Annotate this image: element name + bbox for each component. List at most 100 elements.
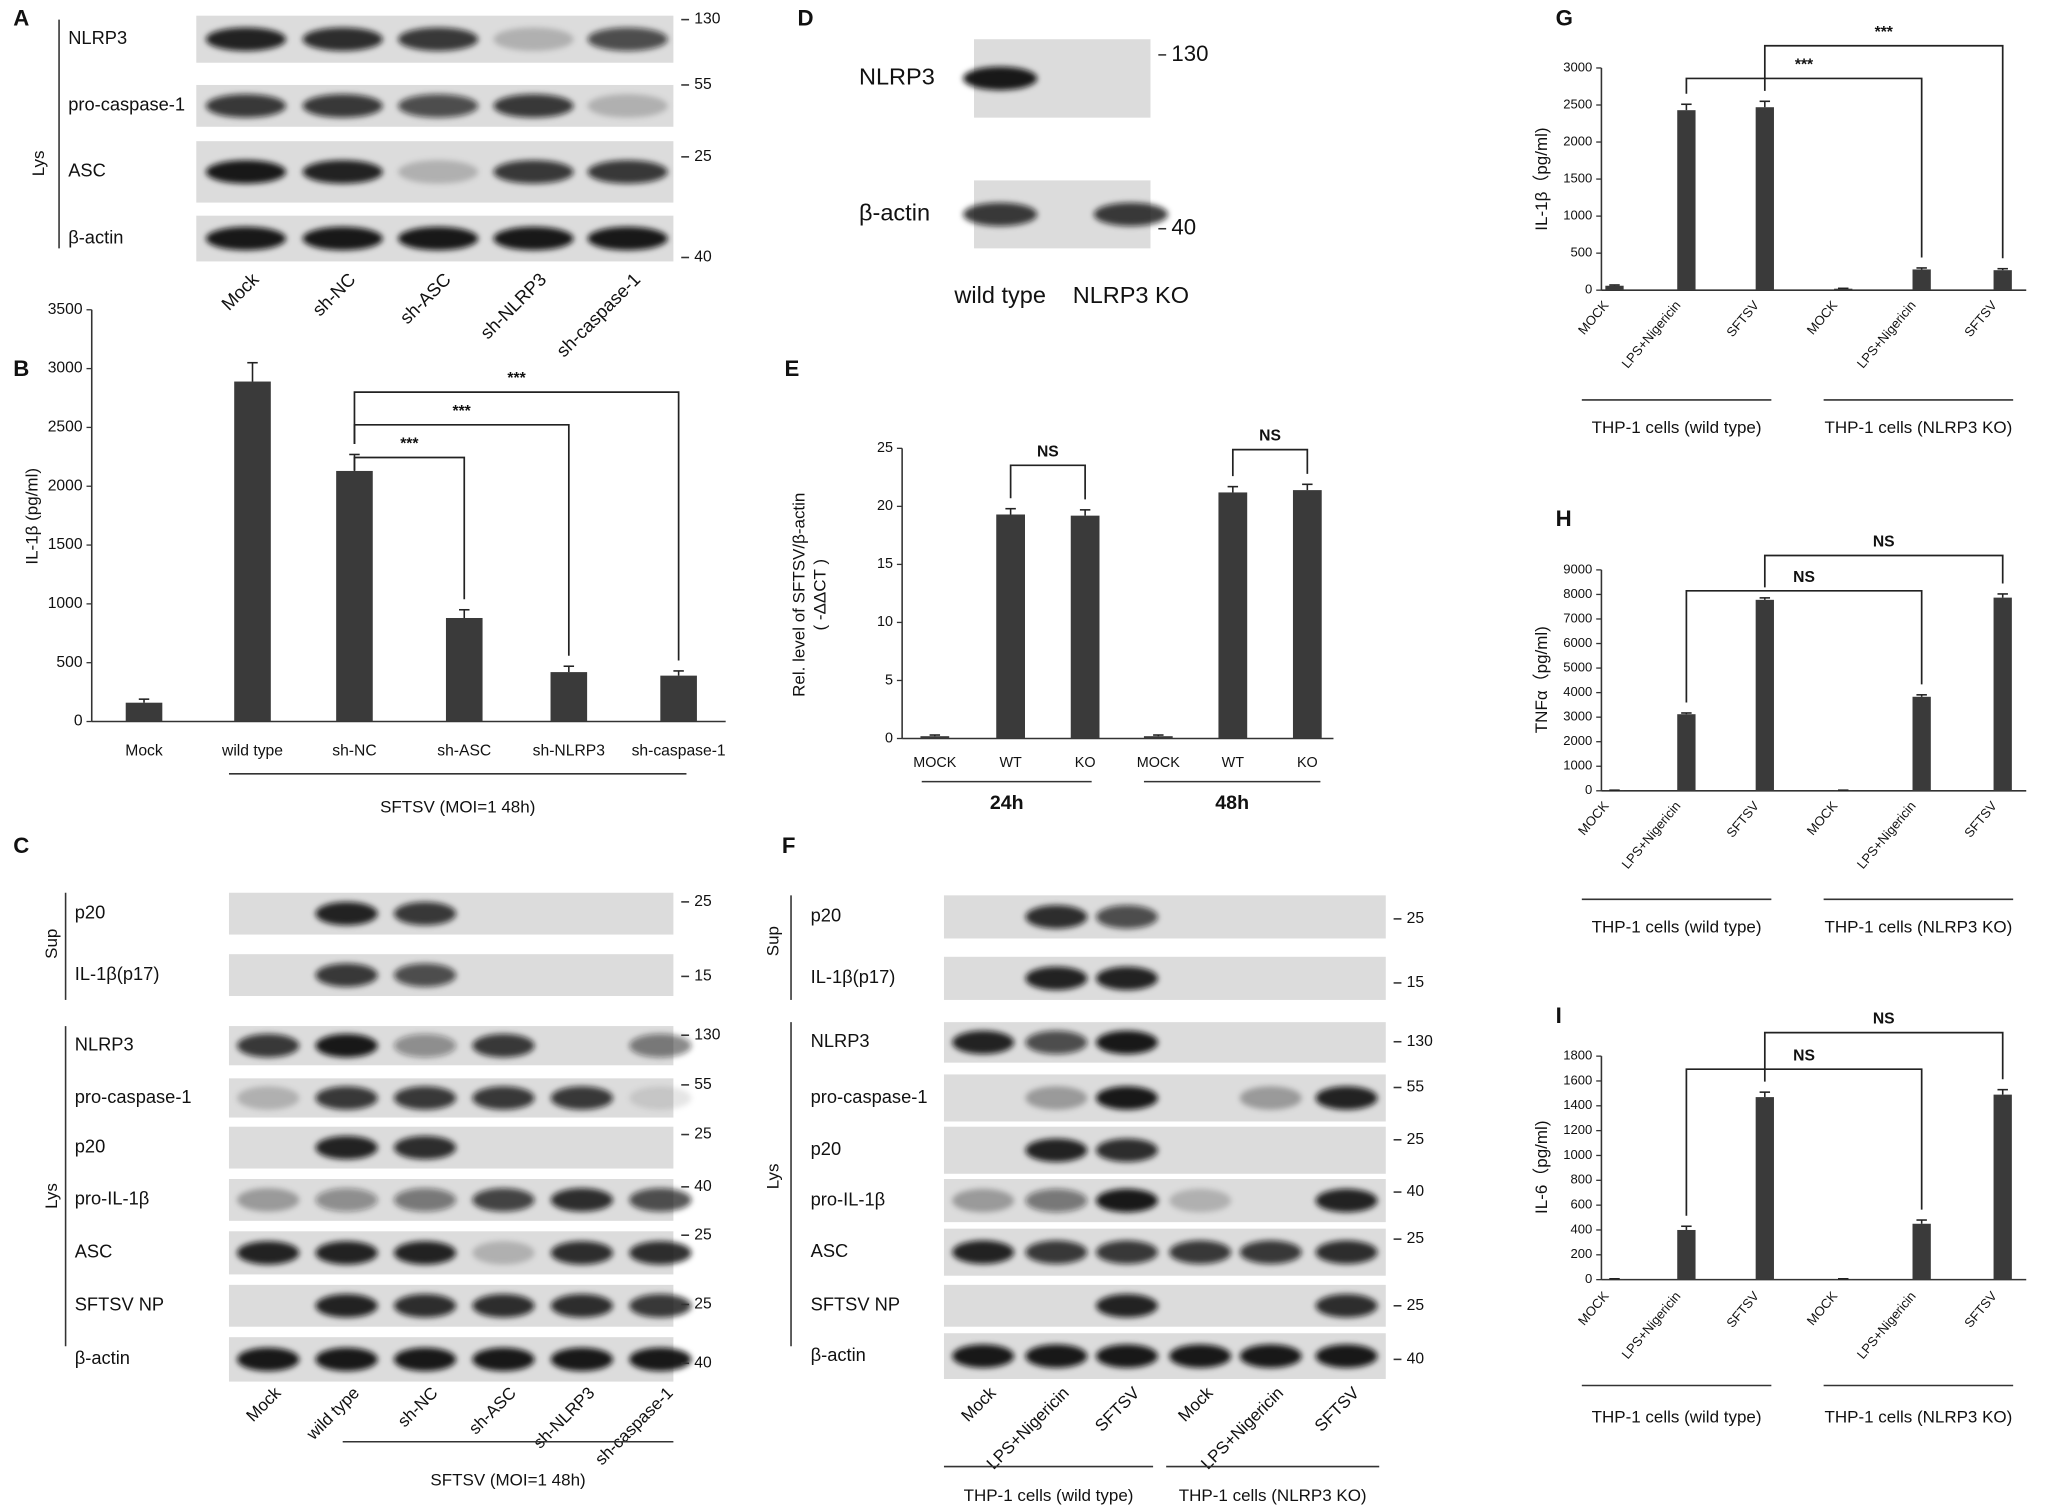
bar <box>234 381 271 722</box>
marker-label: 130 <box>1407 1033 1433 1050</box>
x-tick-label: sh-NC <box>332 743 376 760</box>
row-label: NLRP3 <box>859 64 935 90</box>
y-tick-label: 2500 <box>48 419 83 436</box>
x-tick-label: sh-NLRP3 <box>533 743 606 760</box>
y-tick-label: 15 <box>877 556 893 572</box>
marker-label: 55 <box>694 76 712 93</box>
bar <box>1292 490 1322 739</box>
lane-label: Mock <box>1174 1383 1216 1425</box>
marker-label: 40 <box>1407 1183 1425 1200</box>
error-bar <box>1681 1225 1692 1230</box>
error-bar <box>1609 284 1620 286</box>
error-bar <box>1153 734 1164 737</box>
band <box>302 226 383 251</box>
band <box>952 1240 1015 1264</box>
band <box>1025 1344 1088 1368</box>
bar <box>1834 288 1853 291</box>
error-bar <box>1997 1088 2008 1095</box>
group-label: THP-1 cells (wild type) <box>1592 418 1762 437</box>
band <box>472 1033 535 1058</box>
x-tick-label: MOCK <box>1804 798 1841 838</box>
error-bar <box>1005 507 1016 515</box>
group-label: THP-1 cells (wild type) <box>964 1486 1134 1505</box>
side-label: Lys <box>764 1163 783 1189</box>
band <box>629 1347 692 1372</box>
band <box>1096 905 1158 929</box>
bar <box>1070 515 1100 739</box>
y-tick-label: 1600 <box>1563 1072 1592 1087</box>
bar <box>920 736 950 739</box>
x-tick-label: SFTSV <box>1961 298 2000 340</box>
x-tick-label: KO <box>1297 755 1318 771</box>
side-label: Sup <box>42 929 61 959</box>
error-bar <box>1916 1219 1927 1224</box>
y-tick-label: 5000 <box>1563 660 1592 675</box>
group-label: THP-1 cells (wild type) <box>1592 918 1762 937</box>
band <box>205 94 287 118</box>
row-label: NLRP3 <box>68 27 127 48</box>
x-tick-label: sh-ASC <box>437 743 491 760</box>
bar <box>1755 599 1774 791</box>
panel-letter: C <box>13 833 29 858</box>
band <box>550 1294 614 1318</box>
band <box>1096 1188 1158 1213</box>
blot-strip <box>943 1126 1386 1174</box>
row-label: pro-IL-1β <box>75 1188 150 1209</box>
y-tick-label: 0 <box>1585 1271 1592 1286</box>
marker-label: 25 <box>694 1226 712 1243</box>
y-tick-label: 1000 <box>1563 1147 1592 1162</box>
y-tick-label: 200 <box>1570 1246 1592 1261</box>
band <box>472 1294 535 1318</box>
band <box>493 94 574 118</box>
marker-label: 40 <box>694 1178 712 1195</box>
x-tick-label: MOCK <box>1804 298 1841 338</box>
lane-label: sh-ASC <box>465 1383 520 1438</box>
band <box>398 27 479 51</box>
panel-letter: H <box>1556 506 1572 531</box>
band <box>1239 1240 1302 1264</box>
marker-label: 25 <box>694 148 712 165</box>
group-label: 24h <box>990 792 1024 814</box>
y-tick-label: 0 <box>1585 782 1592 797</box>
band <box>393 1086 457 1110</box>
bar <box>125 702 163 722</box>
y-tick-label: 600 <box>1570 1197 1592 1212</box>
bar <box>1912 1223 1931 1280</box>
band <box>1025 966 1088 991</box>
bar <box>1993 270 2012 291</box>
error-bar <box>1759 100 1771 108</box>
blot-strip <box>943 1228 1386 1276</box>
band <box>393 1188 457 1212</box>
bar <box>1993 1094 2012 1280</box>
bar <box>1605 285 1624 291</box>
x-tick-label: MOCK <box>1575 1288 1612 1328</box>
side-label: Lys <box>42 1183 61 1209</box>
band <box>398 94 479 118</box>
band <box>963 202 1038 227</box>
marker-label: 40 <box>694 1354 712 1371</box>
band <box>205 160 287 184</box>
band <box>315 901 378 926</box>
row-label: IL-1β(p17) <box>75 963 160 984</box>
y-tick-label: 4000 <box>1563 684 1592 699</box>
row-label: IL-1β(p17) <box>811 966 896 987</box>
y-tick-label: 0 <box>885 730 893 746</box>
lane-label: sh-NC <box>394 1383 441 1430</box>
band <box>315 1188 378 1212</box>
marker-label: 130 <box>1171 41 1208 66</box>
bar <box>1143 736 1173 739</box>
error-bar <box>1759 597 1771 600</box>
y-tick-label: 3500 <box>48 301 83 318</box>
band <box>398 226 479 251</box>
panel-letter: D <box>798 5 814 30</box>
bar <box>996 514 1025 739</box>
band <box>302 94 383 118</box>
band <box>315 1241 378 1265</box>
band <box>1096 1240 1158 1264</box>
band <box>393 1294 457 1318</box>
lane-label: sh-ASC <box>395 268 454 327</box>
lane-label: sh-caspase-1 <box>591 1383 677 1469</box>
x-tick-label: sh-caspase-1 <box>632 743 726 760</box>
bar <box>660 675 697 722</box>
lane-label: SFTSV <box>1091 1383 1144 1436</box>
